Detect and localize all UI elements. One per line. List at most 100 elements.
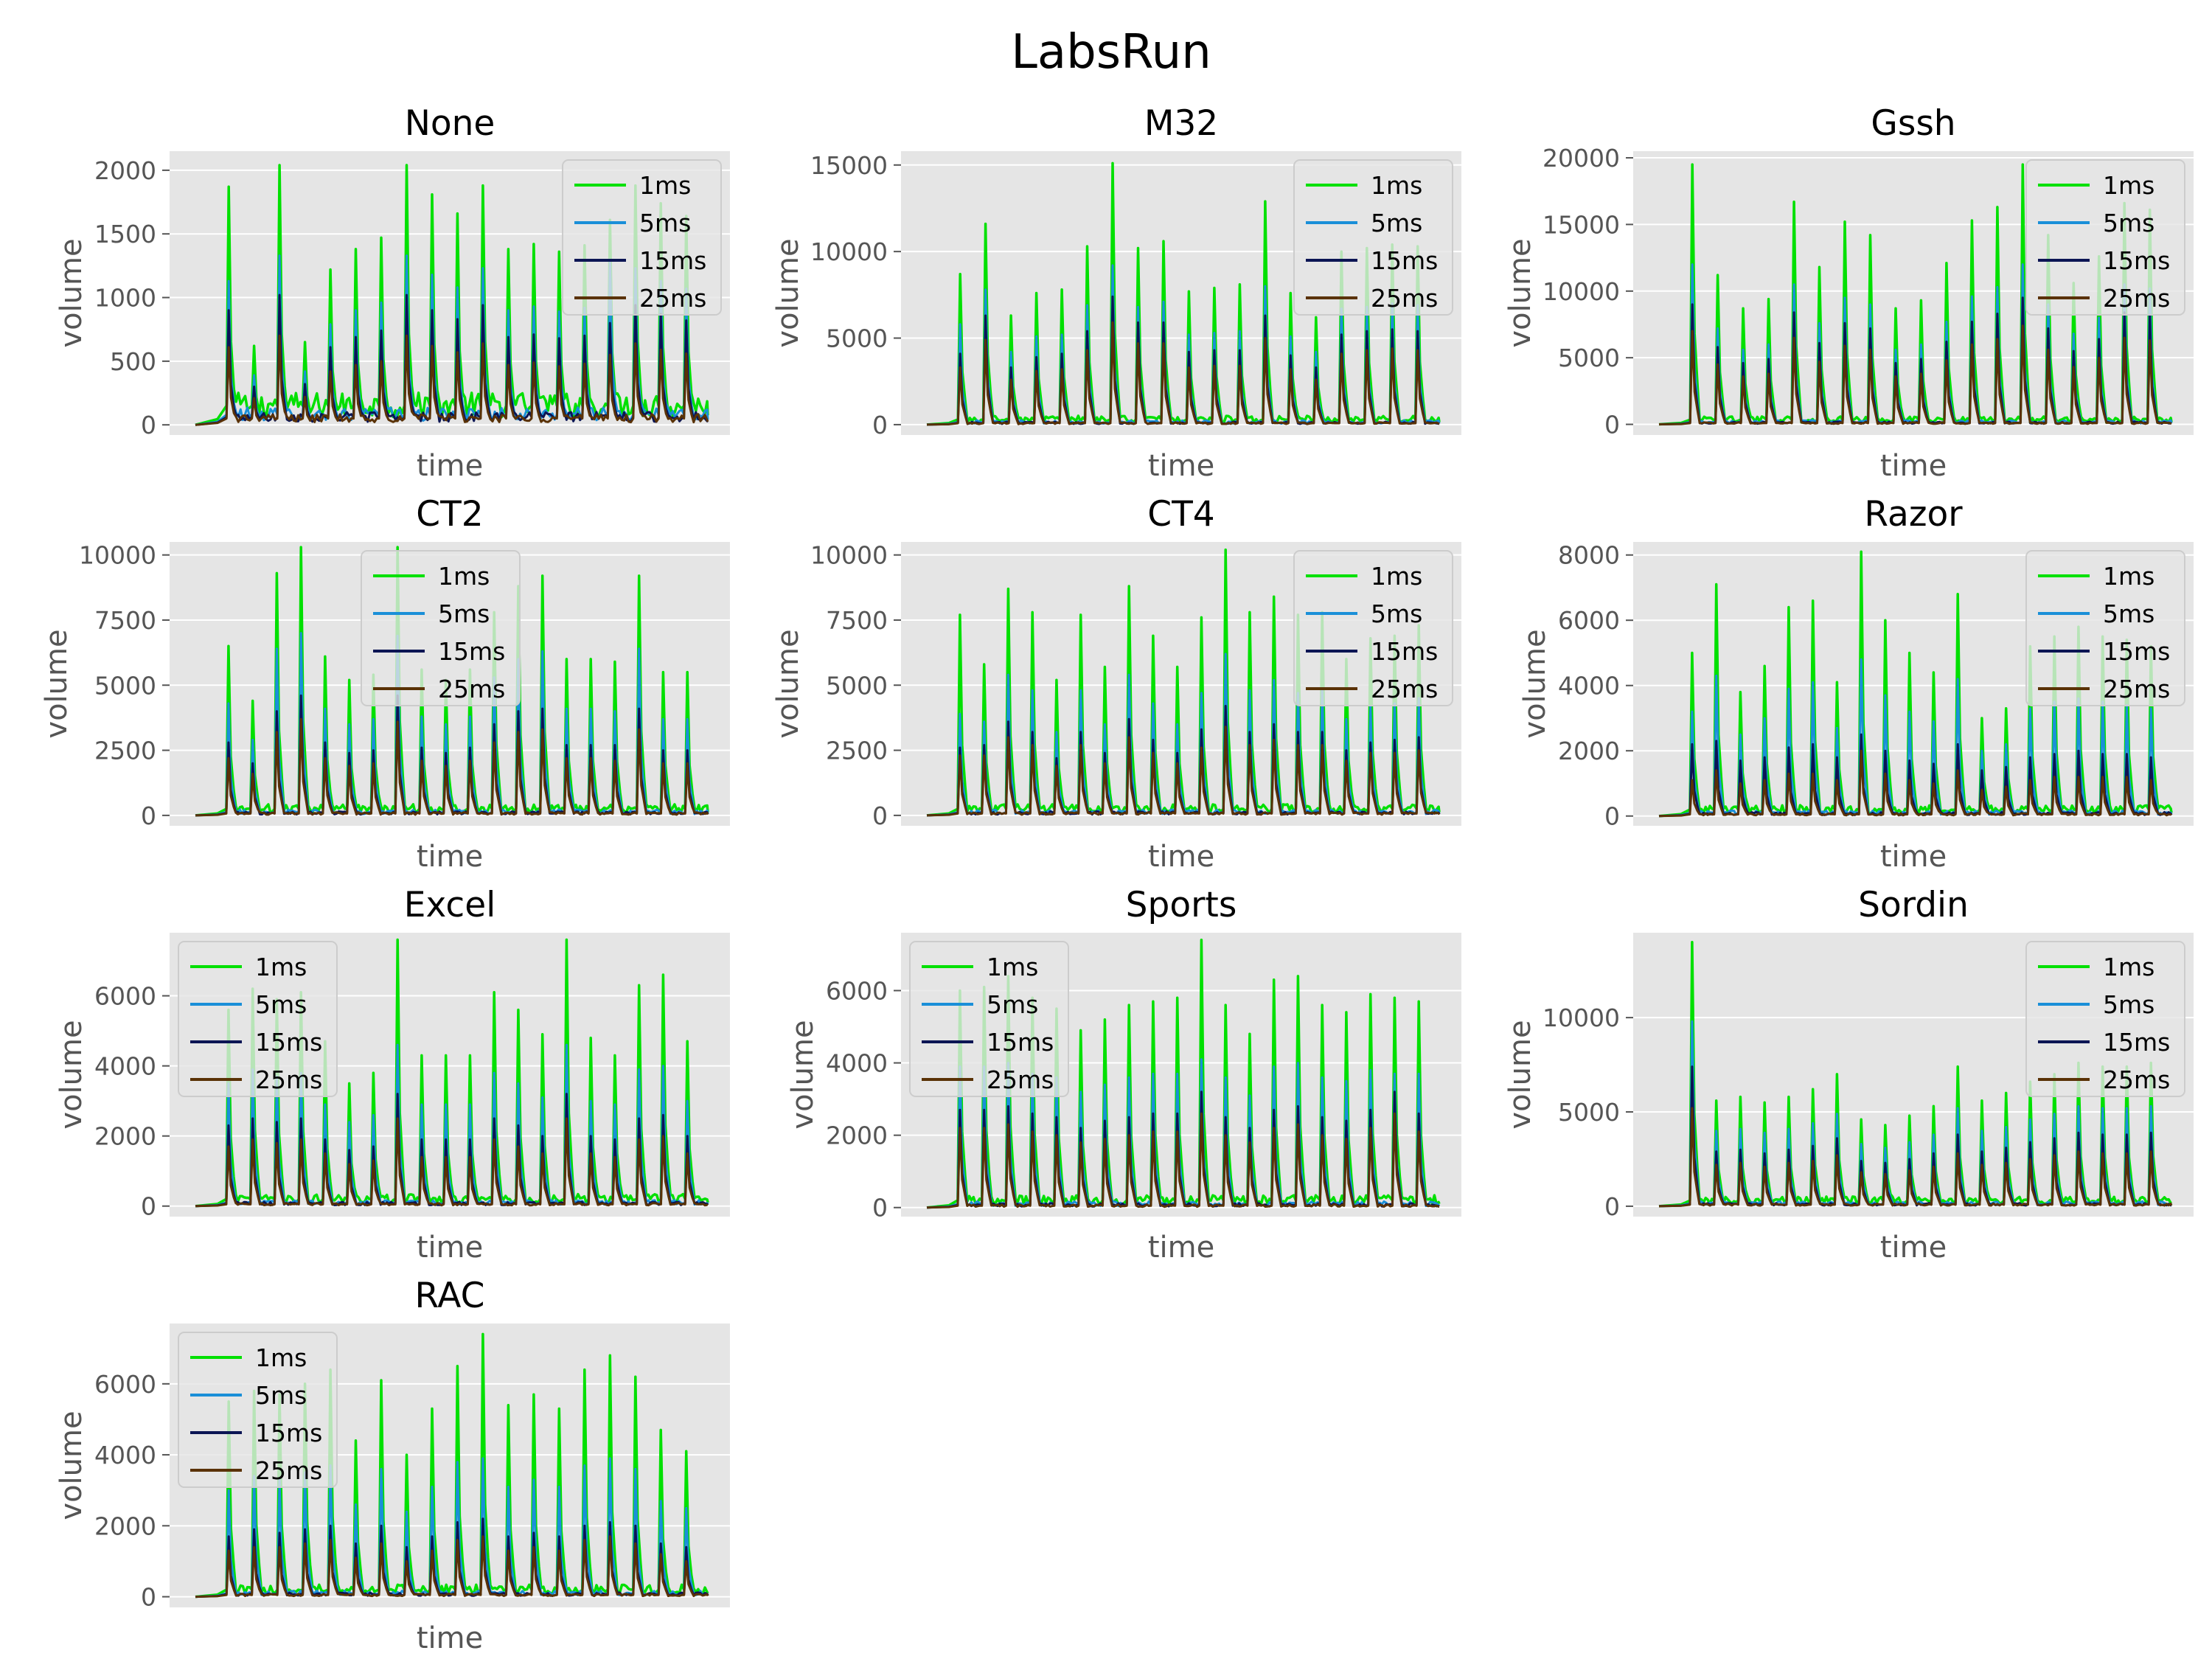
subplot-sordin: 0 5000 10000 Sordin time volume 1ms 5ms 15ms 25ms	[1503, 885, 2194, 1265]
subplot-m32: 0 5000 10000 15000 M32 time volume 1ms 5ms 15ms 25…	[771, 103, 1461, 483]
legend-label: 15ms	[438, 637, 505, 666]
y-axis-label: volume	[40, 629, 74, 738]
legend-label: 15ms	[2103, 637, 2170, 666]
legend: 1ms 5ms 15ms 25ms	[1293, 159, 1453, 316]
x-axis-label: time	[1148, 840, 1214, 874]
legend-label: 1ms	[987, 953, 1038, 981]
subplot-razor: 0 2000 4000 6000 8000 Razor time volume 1ms 5ms 15…	[1518, 494, 2194, 874]
y-tick-label: 15000	[1543, 210, 1620, 239]
y-tick-label: 10000	[810, 541, 888, 570]
y-axis-label: volume	[771, 238, 805, 347]
x-axis-label: time	[1148, 1231, 1214, 1265]
legend-label: 5ms	[255, 990, 307, 1019]
legend-label: 15ms	[639, 246, 706, 275]
y-tick-label: 0	[872, 411, 888, 439]
y-tick-label: 8000	[1558, 541, 1620, 570]
y-tick-label: 0	[141, 1192, 156, 1221]
x-axis-label: time	[417, 1231, 483, 1265]
legend-label: 5ms	[639, 209, 691, 237]
subplot-grid: 0 500 1000 1500 2000 None time volume 1ms 5ms 15ms…	[40, 103, 2194, 1655]
legend-label: 1ms	[639, 171, 691, 200]
series-line-25ms	[1658, 1107, 2173, 1208]
y-tick-label: 7500	[94, 606, 156, 635]
legend: 1ms 5ms 15ms 25ms	[2025, 159, 2185, 316]
y-tick-label: 1000	[94, 284, 156, 313]
subplot-title: M32	[1144, 103, 1218, 144]
legend-label: 25ms	[987, 1065, 1054, 1094]
x-axis-label: time	[1148, 449, 1214, 483]
y-tick-label: 0	[872, 801, 888, 830]
legend-box	[178, 941, 338, 1097]
y-axis-label: volume	[1518, 629, 1552, 738]
legend-box	[2025, 941, 2185, 1097]
x-axis-label: time	[417, 449, 483, 483]
series-line-25ms	[926, 726, 1441, 817]
legend-label: 25ms	[1371, 675, 1438, 703]
x-axis-label: time	[1880, 449, 1947, 483]
y-tick-label: 2000	[94, 1512, 156, 1540]
subplot-ct2: 0 2500 5000 7500 10000 CT2 time volume 1ms 5ms 15m…	[40, 494, 730, 874]
y-tick-label: 4000	[94, 1441, 156, 1470]
legend-box	[2025, 550, 2185, 706]
legend-label: 1ms	[2103, 562, 2154, 591]
y-tick-label: 2500	[94, 737, 156, 765]
subplot-title: RAC	[415, 1276, 485, 1316]
legend: 1ms 5ms 15ms 25ms	[562, 159, 722, 316]
series-line-25ms	[926, 1112, 1440, 1209]
y-tick-label: 2000	[94, 1122, 156, 1151]
subplot-gssh: 0 5000 10000 15000 20000 Gssh time volume 1ms 5ms…	[1503, 103, 2194, 483]
legend-label: 25ms	[639, 284, 706, 313]
subplot-title: Sports	[1126, 885, 1237, 925]
series-line-25ms	[1658, 749, 2173, 818]
y-axis-label: volume	[55, 1020, 88, 1129]
subplot-title: CT4	[1147, 494, 1214, 535]
y-tick-label: 2500	[826, 737, 888, 765]
series-line-25ms	[195, 1535, 709, 1599]
x-axis-label: time	[417, 840, 483, 874]
subplot-sports: 0 2000 4000 6000 Sports time volume 1ms 5ms 15ms 2…	[786, 885, 1461, 1265]
legend-label: 15ms	[255, 1419, 322, 1447]
legend-label: 1ms	[2103, 953, 2154, 981]
y-axis-label: volume	[771, 629, 805, 738]
y-tick-label: 0	[1604, 411, 1620, 439]
legend-label: 1ms	[1371, 562, 1422, 591]
legend-label: 15ms	[987, 1028, 1054, 1057]
legend-label: 15ms	[1371, 246, 1438, 275]
y-tick-label: 6000	[94, 1370, 156, 1399]
y-axis-label: volume	[55, 238, 88, 347]
legend: 1ms 5ms 15ms 25ms	[178, 941, 338, 1097]
legend-label: 15ms	[2103, 246, 2170, 275]
legend-box	[178, 1332, 338, 1488]
y-tick-label: 10000	[1543, 1004, 1620, 1032]
x-axis-label: time	[417, 1621, 483, 1655]
series-line-25ms	[195, 1117, 709, 1208]
y-tick-label: 10000	[1543, 277, 1620, 306]
y-tick-label: 20000	[1543, 144, 1620, 173]
figure-title: LabsRun	[1011, 25, 1211, 80]
series-line-25ms	[195, 334, 709, 426]
series-line-25ms	[1658, 324, 2172, 425]
legend-label: 5ms	[2103, 599, 2154, 628]
y-axis-label: volume	[786, 1020, 820, 1129]
y-axis-label: volume	[1503, 1020, 1537, 1129]
legend-label: 5ms	[255, 1381, 307, 1410]
x-axis-label: time	[1880, 1231, 1947, 1265]
legend-box	[1293, 159, 1453, 316]
legend: 1ms 5ms 15ms 25ms	[178, 1332, 338, 1488]
legend: 1ms 5ms 15ms 25ms	[2025, 550, 2185, 706]
legend-label: 25ms	[2103, 675, 2170, 703]
legend-label: 1ms	[1371, 171, 1422, 200]
y-axis-label: volume	[55, 1411, 88, 1520]
subplot-none: 0 500 1000 1500 2000 None time volume 1ms 5ms 15ms…	[55, 103, 730, 483]
legend-label: 5ms	[2103, 990, 2154, 1019]
y-tick-label: 0	[141, 411, 156, 439]
legend: 1ms 5ms 15ms 25ms	[2025, 941, 2185, 1097]
subplot-title: None	[405, 103, 495, 144]
y-tick-label: 2000	[1558, 737, 1620, 765]
legend-label: 1ms	[438, 562, 490, 591]
y-tick-label: 6000	[826, 976, 888, 1005]
legend-label: 5ms	[1371, 209, 1422, 237]
y-tick-label: 2000	[826, 1121, 888, 1150]
y-tick-label: 4000	[826, 1049, 888, 1078]
